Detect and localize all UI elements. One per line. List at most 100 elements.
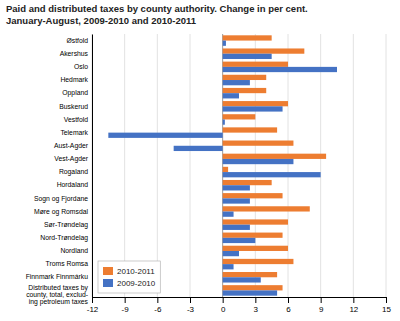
legend-label: 2010-2011	[117, 267, 155, 276]
x-tick-label: 15	[382, 305, 391, 314]
bar	[223, 41, 226, 46]
chart: Paid and distributed taxes by county aut…	[0, 0, 400, 321]
bar	[223, 272, 277, 277]
y-tick: Oppland	[62, 89, 92, 97]
bar	[223, 93, 239, 98]
bar	[223, 75, 267, 80]
x-tick-mark	[386, 297, 387, 303]
y-tick-label: Telemark	[60, 129, 88, 136]
y-axis-line	[92, 35, 93, 298]
bar	[223, 159, 294, 164]
x-axis-line	[93, 297, 387, 298]
bar	[223, 193, 283, 198]
bar	[108, 133, 222, 138]
x-tick: 12	[349, 297, 358, 314]
grid-line	[320, 34, 321, 297]
y-tick: Hedmark	[60, 76, 92, 83]
grid-line	[190, 34, 191, 297]
x-tick-label: -9	[122, 305, 130, 314]
x-tick-mark	[321, 297, 322, 303]
bar	[174, 146, 223, 151]
y-axis: ØstfoldAkershusOsloHedmarkOpplandBuskeru…	[26, 35, 93, 306]
y-tick: Vest-Agder	[54, 155, 92, 163]
y-tick: Nordland	[60, 247, 92, 254]
bar	[223, 167, 228, 172]
x-tick-label: -12	[87, 305, 99, 314]
y-tick: Rogaland	[59, 168, 92, 176]
x-tick: -6	[154, 297, 162, 314]
legend-swatch	[103, 279, 113, 287]
y-tick: Troms Romsa	[46, 260, 92, 267]
y-tick-label: Nord-Trøndelag	[40, 234, 88, 242]
y-tick-label: Buskerud	[59, 103, 88, 110]
y-tick: Akershus	[60, 50, 92, 57]
bar	[223, 48, 305, 53]
x-tick-mark	[288, 297, 289, 303]
grid-line	[124, 34, 125, 297]
bar	[223, 106, 283, 111]
bar	[223, 277, 261, 282]
y-tick-label: Akershus	[60, 50, 89, 57]
x-tick-mark	[92, 297, 93, 303]
bars	[108, 35, 337, 295]
y-tick-label: Rogaland	[59, 168, 88, 176]
x-tick: 15	[382, 297, 391, 314]
bar	[223, 185, 250, 190]
bar	[223, 246, 288, 251]
x-tick: 0	[221, 297, 226, 314]
grid-line	[255, 34, 256, 297]
bar	[223, 62, 288, 67]
x-tick-mark	[255, 297, 256, 303]
y-tick-label: Troms Romsa	[46, 260, 89, 267]
x-tick-mark	[223, 297, 224, 303]
y-tick: Sogn og Fjordane	[34, 195, 92, 203]
y-tick: Nord-Trøndelag	[40, 234, 92, 242]
bar	[223, 219, 288, 224]
legend-box	[98, 261, 160, 293]
bar	[223, 114, 256, 119]
bar	[223, 212, 234, 217]
y-tick: Vestfold	[64, 116, 92, 123]
grid-line	[157, 34, 158, 297]
grid-line	[92, 34, 93, 297]
x-axis: -12-9-6-303691215	[87, 297, 392, 314]
bar	[223, 285, 283, 290]
bar	[223, 119, 225, 124]
bar	[223, 101, 288, 106]
y-tick-label: Hordaland	[57, 181, 89, 188]
bar	[223, 154, 326, 159]
y-tick-label: Oppland	[62, 89, 88, 97]
y-tick-label: Vestfold	[64, 116, 88, 123]
bar	[223, 67, 337, 72]
bar	[223, 290, 277, 295]
x-tick-label: -6	[154, 305, 162, 314]
grid-line	[353, 34, 354, 297]
series	[223, 35, 326, 290]
bar	[223, 198, 250, 203]
legend: 2010-20112009-2010	[98, 261, 160, 293]
x-tick-mark	[157, 297, 158, 303]
x-tick-mark	[353, 297, 354, 303]
bar	[223, 35, 272, 40]
bar	[223, 259, 294, 264]
bar	[223, 264, 234, 269]
bar	[223, 88, 267, 93]
x-tick-mark	[190, 297, 191, 303]
y-tick: Aust-Agder	[54, 142, 92, 150]
grid-line	[386, 34, 387, 297]
y-tick-label: Sogn og Fjordane	[34, 195, 88, 203]
bar	[223, 251, 239, 256]
y-tick: Sør-Trøndelag	[44, 221, 92, 229]
y-tick-label: Vest-Agder	[54, 155, 88, 163]
y-tick-label: Distributed taxes bycounty, total, exclu…	[26, 284, 88, 306]
bar	[223, 141, 294, 146]
x-tick-label: 6	[286, 305, 291, 314]
bar	[223, 233, 283, 238]
x-tick: 9	[319, 297, 324, 314]
x-tick: 6	[286, 297, 291, 314]
grid-line	[222, 34, 223, 297]
x-tick-mark	[125, 297, 126, 303]
bar	[223, 127, 277, 132]
bar	[223, 206, 310, 211]
bar	[223, 80, 250, 85]
